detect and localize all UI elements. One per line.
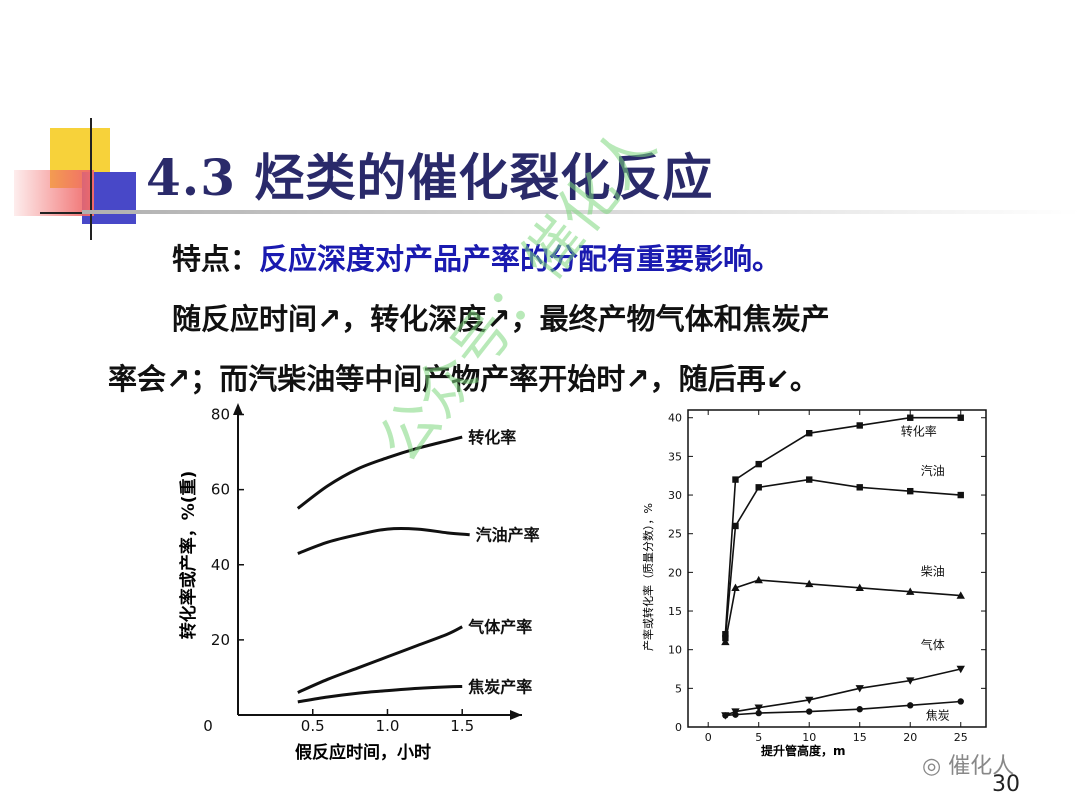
right-data-point: [856, 484, 863, 491]
right-series-line: [724, 579, 961, 643]
right-y-tick-label: 30: [668, 489, 682, 502]
decoration-vertical-line: [90, 118, 92, 240]
right-series-label: 气体: [921, 637, 945, 652]
right-data-point: [907, 702, 914, 709]
right-data-point: [806, 708, 813, 715]
right-x-axis-title: 提升管高度，m: [761, 743, 846, 758]
right-y-tick-label: 5: [675, 682, 682, 695]
right-data-point: [855, 685, 864, 693]
right-data-point: [806, 429, 813, 437]
right-data-point: [907, 414, 914, 421]
right-x-tick-label: 0: [705, 731, 712, 744]
right-y-tick-label: 15: [668, 605, 682, 618]
right-data-point: [856, 422, 863, 429]
left-x-tick-label: 0: [203, 717, 213, 735]
right-data-point: [805, 696, 814, 705]
right-data-point: [722, 712, 729, 719]
left-series-line: [297, 684, 463, 704]
left-series-line: [297, 625, 463, 694]
left-y-tick-label: 60: [211, 481, 230, 499]
right-y-tick-label: 0: [675, 721, 682, 734]
left-x-tick-label: 1.5: [450, 717, 474, 735]
right-data-point: [754, 704, 763, 712]
left-series-label: 气体产率: [467, 618, 532, 637]
right-data-point: [956, 591, 965, 599]
right-data-point: [957, 698, 964, 705]
right-y-tick-label: 25: [668, 528, 682, 541]
feature-label: 特点：: [172, 242, 260, 276]
right-data-point: [957, 491, 964, 499]
decoration-red-square: [14, 170, 94, 216]
body-line-1: 随反应时间↗，转化深度↗，最终产物气体和焦炭产: [172, 302, 830, 336]
right-y-tick-label: 20: [668, 566, 682, 579]
right-data-point: [906, 587, 915, 595]
right-y-tick-label: 10: [668, 644, 682, 657]
right-data-point: [805, 579, 814, 588]
right-series-label: 转化率: [901, 424, 937, 439]
right-data-point: [755, 460, 762, 468]
title-rule: [82, 210, 1080, 214]
left-y-tick-label: 20: [211, 631, 230, 649]
wechat-icon: ◎: [922, 754, 949, 779]
right-plot-frame: [687, 409, 987, 728]
left-series-line: [296, 435, 463, 510]
right-data-point: [755, 484, 762, 491]
left-y-arrow: [233, 403, 243, 415]
left-x-arrow: [510, 710, 522, 720]
right-y-tick-label: 40: [668, 412, 682, 425]
right-frame: 0 5 10 15 20 25 0 5 10 15 20 25 30 35 40: [668, 409, 987, 744]
right-data-point: [856, 706, 863, 713]
right-series-label: 焦炭: [926, 708, 950, 722]
right-data-point: [806, 476, 813, 483]
right-series-line: [724, 416, 961, 635]
right-x-tick-label: 5: [755, 731, 762, 744]
right-x-tick-label: 25: [954, 731, 968, 744]
right-series-line: [724, 478, 961, 639]
brand-text: 催化人: [948, 754, 1015, 779]
brand-label: ◎ 催化人: [922, 748, 1014, 780]
right-y-tick-label: 35: [668, 450, 682, 463]
right-data-point: [732, 711, 739, 718]
feature-text: 反应深度对产品产率的分配有重要影响。: [259, 242, 782, 276]
right-data-point: [956, 665, 965, 674]
left-x-tick-label: 0.5: [301, 717, 325, 735]
left-y-tick-label: 80: [211, 406, 230, 424]
left-series-label: 转化率: [468, 428, 516, 447]
feature-line: 特点：反应深度对产品产率的分配有重要影响。: [172, 236, 781, 278]
left-y-tick-label: 40: [211, 556, 230, 574]
right-data-point: [755, 709, 762, 717]
right-data-point: [731, 583, 740, 592]
right-data-point: [907, 487, 914, 495]
right-data-point: [732, 522, 739, 530]
right-data-point: [754, 575, 763, 584]
left-series-label: 焦炭产率: [467, 677, 532, 696]
right-data-point: [906, 677, 915, 685]
right-series-label: 柴油: [921, 565, 945, 579]
right-y-axis-title: 产率或转化率（质量分数），%: [641, 503, 655, 651]
left-y-axis-title: 转化率或产率，%(重): [178, 471, 199, 640]
left-x-axis-title: 假反应时间，小时: [295, 742, 431, 763]
left-series-label: 汽油产率: [476, 526, 540, 545]
left-series-line: [297, 526, 470, 555]
left-x-tick-label: 1.0: [376, 717, 400, 735]
page-number: 30: [992, 772, 1020, 797]
right-data-point: [721, 637, 730, 646]
right-series-label: 汽油: [921, 463, 945, 478]
right-data-point: [957, 414, 964, 421]
right-x-tick-label: 20: [903, 731, 917, 744]
body-line-2: 率会↗；而汽柴油等中间产物产率开始时↗，随后再↙。: [108, 362, 819, 396]
right-x-tick-label: 15: [853, 731, 867, 744]
left-axes: 0 0.5 1.0 1.5 20 40 60 80: [203, 403, 522, 735]
right-data-point: [732, 476, 739, 483]
right-x-tick-label: 10: [802, 731, 816, 744]
right-data-point: [855, 583, 864, 592]
slide-title: 4.3 烃类的催化裂化反应: [146, 148, 714, 207]
